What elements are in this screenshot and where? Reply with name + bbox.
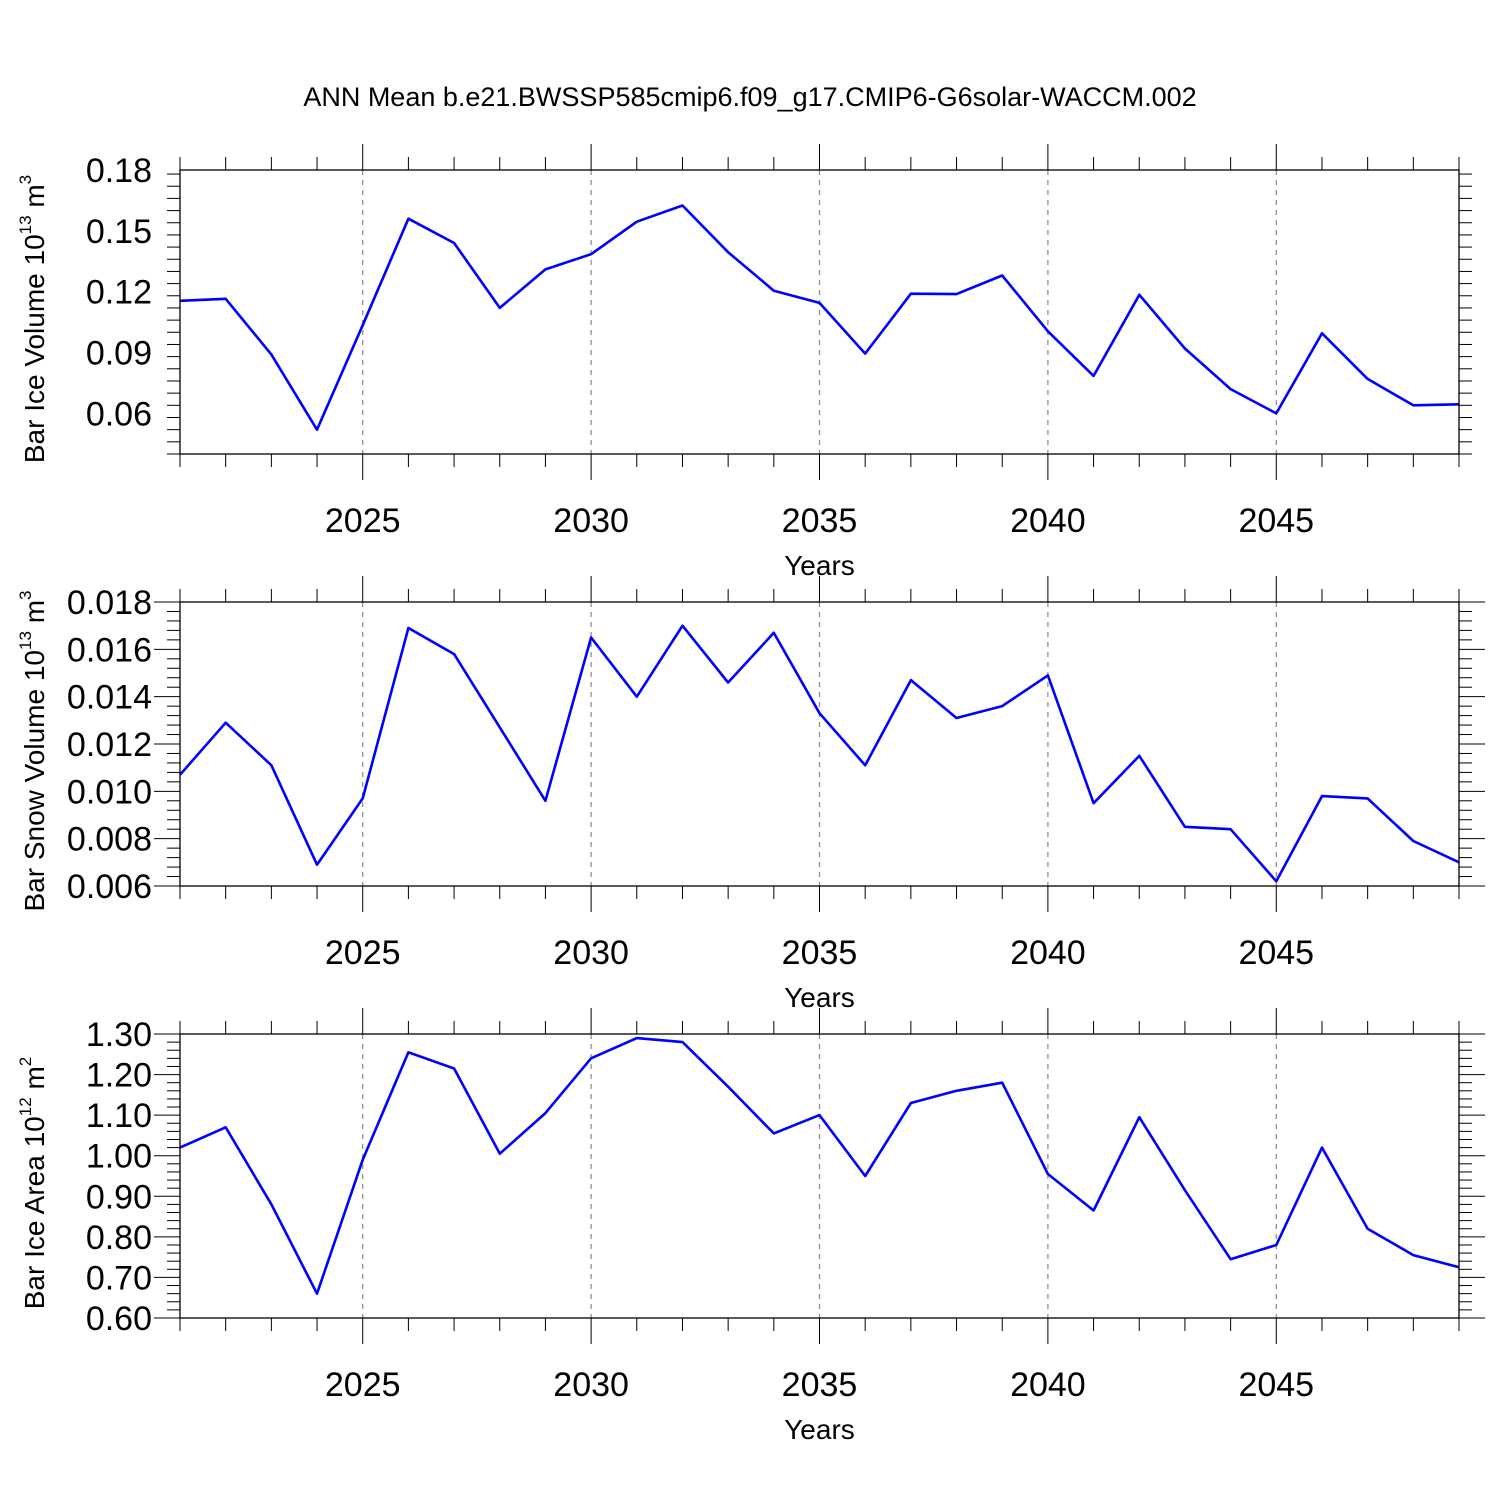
y-tick-label: 0.90 xyxy=(86,1178,152,1216)
y-axis-label: Bar Snow Volume 1013 m3 xyxy=(16,591,50,912)
y-axis-label-unit-exponent: 3 xyxy=(16,591,35,600)
y-tick-label: 1.20 xyxy=(86,1057,152,1095)
plot-frame xyxy=(179,169,1460,455)
x-tick-label: 2035 xyxy=(782,1366,858,1404)
plot-frame xyxy=(179,601,1460,887)
x-tick-label: 2045 xyxy=(1238,1366,1314,1404)
x-tick-label: 2030 xyxy=(553,502,629,540)
y-axis-label-exponent: 12 xyxy=(16,1097,35,1116)
y-axis-label-main: Bar Snow Volume 10 xyxy=(19,650,50,912)
x-tick-label: 2025 xyxy=(325,934,401,972)
y-axis-label-exponent: 13 xyxy=(16,631,35,650)
y-tick-label: 0.008 xyxy=(67,821,152,859)
y-tick-label: 0.18 xyxy=(86,152,152,190)
x-tick-label: 2040 xyxy=(1010,502,1086,540)
y-tick-label: 0.60 xyxy=(86,1300,152,1338)
y-axis-label-unit-exponent: 3 xyxy=(16,175,35,184)
x-tick-label: 2040 xyxy=(1010,1366,1086,1404)
y-tick-label: 0.010 xyxy=(67,773,152,811)
y-tick-label: 0.006 xyxy=(67,868,152,906)
y-tick-label: 0.012 xyxy=(67,726,152,764)
y-axis-label-main: Bar Ice Volume 10 xyxy=(19,234,50,463)
y-tick-label: 1.00 xyxy=(86,1138,152,1176)
x-axis-label: Years xyxy=(784,1414,855,1445)
chart-title: ANN Mean b.e21.BWSSP585cmip6.f09_g17.CMI… xyxy=(303,82,1196,112)
y-axis-label-exponent: 13 xyxy=(16,215,35,234)
x-tick-label: 2045 xyxy=(1238,934,1314,972)
data-series-line xyxy=(179,204,1460,432)
y-tick-label: 0.80 xyxy=(86,1219,152,1257)
y-tick-label: 0.12 xyxy=(86,274,152,312)
data-series-line xyxy=(179,624,1460,883)
panel-3: 0.600.700.800.901.001.101.201.30 2025 2030… xyxy=(16,1008,1485,1445)
x-tick-label: 2045 xyxy=(1238,502,1314,540)
y-axis-label-unit: m xyxy=(19,184,50,215)
y-tick-label: 1.10 xyxy=(86,1097,152,1135)
y-axis-label-unit: m xyxy=(19,1066,50,1097)
y-tick-label: 0.018 xyxy=(67,584,152,622)
x-axis-label: Years xyxy=(784,550,855,581)
y-axis-label-main: Bar Ice Area 10 xyxy=(19,1116,50,1309)
y-tick-label: 0.70 xyxy=(86,1259,152,1297)
y-tick-label: 0.016 xyxy=(67,631,152,669)
y-axis-label: Bar Ice Area 1012 m2 xyxy=(16,1057,50,1310)
panel-2: 0.006 0.008 0.010 0.012 0.014 0.016 0.018 2025 2… xyxy=(16,576,1485,1013)
y-axis-label-unit-exponent: 2 xyxy=(16,1057,35,1066)
panel-1: 0.06 0.09 0.12 0.15 0.18 2025 2030 2035 2040 2045… xyxy=(16,144,1472,581)
y-axis-label-unit: m xyxy=(19,600,50,631)
x-tick-label: 2030 xyxy=(553,1366,629,1404)
x-tick-label: 2040 xyxy=(1010,934,1086,972)
x-tick-label: 2025 xyxy=(325,502,401,540)
y-tick-label: 0.09 xyxy=(86,335,152,373)
x-tick-label: 2030 xyxy=(553,934,629,972)
y-tick-label: 0.014 xyxy=(67,679,152,717)
x-tick-label: 2035 xyxy=(782,934,858,972)
y-tick-label: 0.15 xyxy=(86,213,152,251)
x-tick-label: 2025 xyxy=(325,1366,401,1404)
data-series-line xyxy=(179,1036,1460,1295)
y-axis-label: Bar Ice Volume 1013 m3 xyxy=(16,175,50,463)
plot-frame xyxy=(179,1033,1460,1319)
y-tick-label: 0.06 xyxy=(86,395,152,433)
x-tick-label: 2035 xyxy=(782,502,858,540)
x-axis-label: Years xyxy=(784,982,855,1013)
y-tick-label: 1.30 xyxy=(86,1016,152,1054)
